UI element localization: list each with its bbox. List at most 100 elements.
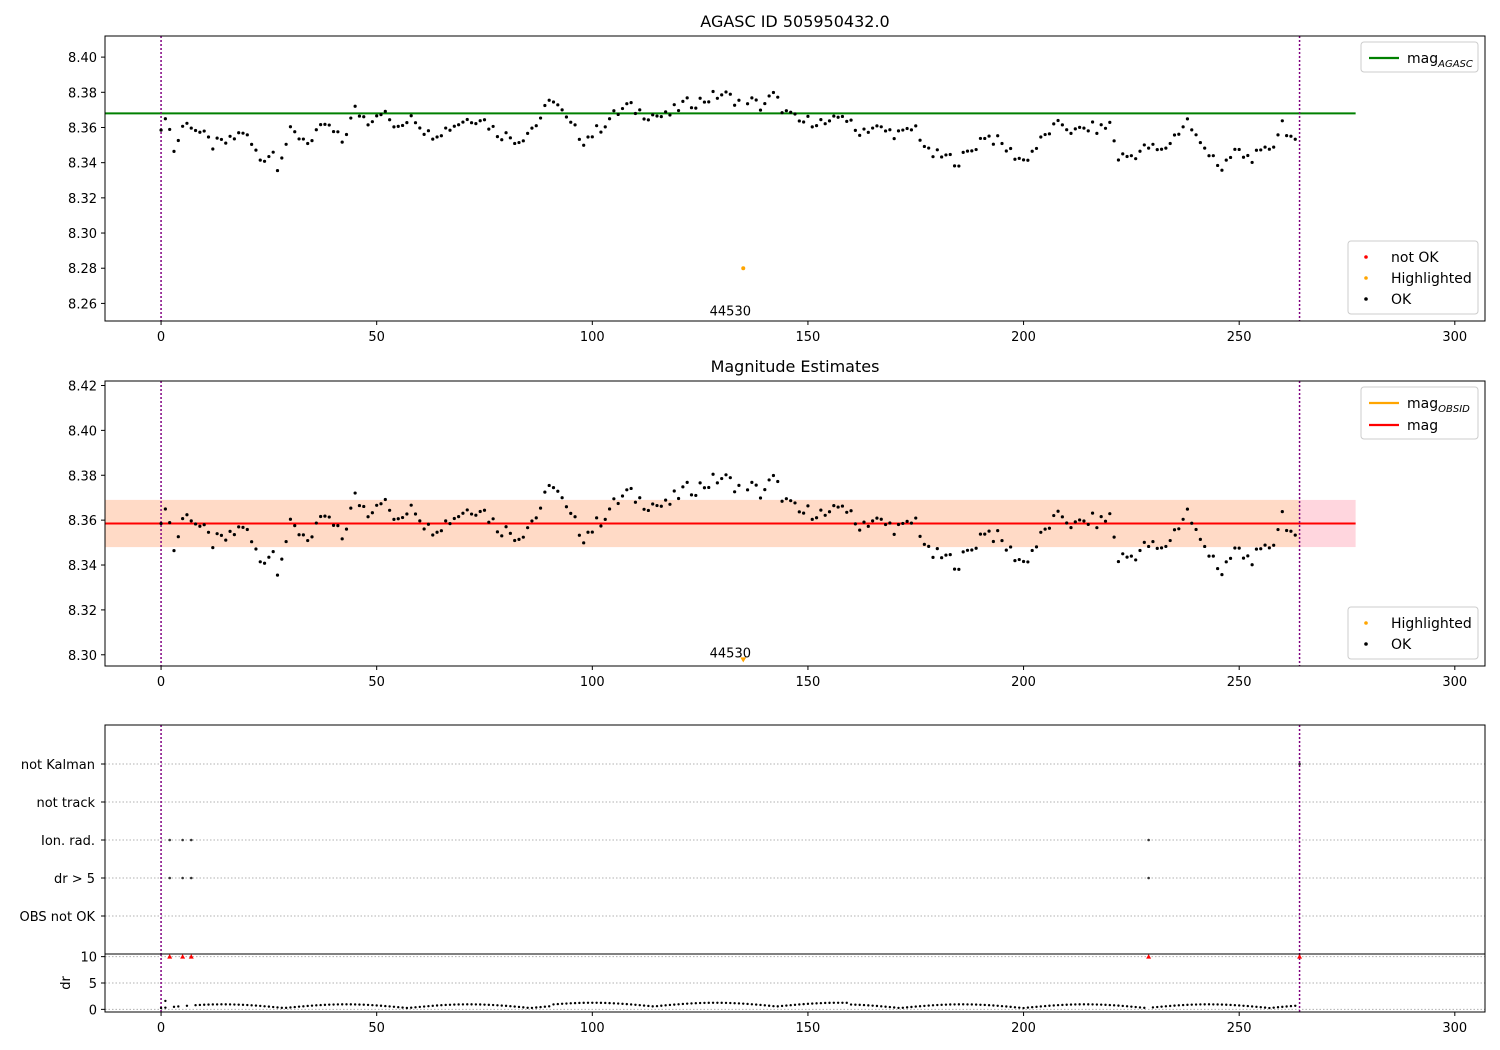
- dr-point: [1272, 1006, 1275, 1009]
- magnitude-point: [1060, 515, 1064, 519]
- agasc-point: [1095, 131, 1099, 136]
- magnitude-ytick-label: 8.40: [68, 424, 97, 439]
- magnitude-points-legend-label: OK: [1391, 637, 1412, 653]
- magnitude-point: [659, 504, 663, 508]
- magnitude-point: [344, 527, 349, 531]
- agasc-point: [1078, 125, 1082, 129]
- dr-point: [819, 1001, 823, 1005]
- dr-point: [595, 1001, 598, 1004]
- agasc-point: [1004, 149, 1008, 153]
- agasc-point: [944, 153, 948, 157]
- magnitude-point: [250, 540, 254, 544]
- magnitude-point: [400, 515, 405, 520]
- agasc-xtick-label: 50: [368, 330, 385, 345]
- agasc-point: [888, 128, 892, 132]
- dr-point: [867, 1004, 870, 1007]
- dr-point: [543, 1005, 547, 1008]
- dr-point: [159, 1006, 163, 1010]
- magnitude-point: [1220, 573, 1224, 577]
- magnitude-point: [237, 525, 241, 529]
- agasc-point: [983, 136, 987, 141]
- agasc-point: [918, 138, 922, 142]
- dr-point: [1199, 1003, 1202, 1006]
- magnitude-point: [1237, 546, 1241, 550]
- agasc-point: [672, 103, 676, 107]
- dr-point: [517, 1005, 521, 1009]
- agasc-point: [1272, 145, 1276, 149]
- dr-point: [565, 1002, 568, 1005]
- magnitude-point: [564, 505, 569, 509]
- agasc-point: [819, 118, 823, 122]
- dr-point: [440, 1004, 443, 1007]
- dr-point: [660, 1004, 663, 1007]
- dr-point: [763, 1004, 767, 1007]
- dr-point: [828, 1001, 831, 1005]
- dr-point: [1061, 1003, 1064, 1007]
- dr-point: [944, 1003, 948, 1006]
- dr-point: [987, 1004, 991, 1007]
- magnitude-point: [1211, 554, 1215, 558]
- magnitude-point: [978, 532, 983, 536]
- agasc-point: [530, 126, 534, 130]
- agasc-point: [569, 120, 573, 124]
- dr-point: [500, 1004, 503, 1007]
- magnitude-point: [620, 494, 625, 498]
- magnitude-point: [1073, 520, 1077, 524]
- agasc-point: [418, 126, 422, 130]
- agasc-point: [642, 117, 646, 121]
- dr-point: [556, 1002, 560, 1006]
- agasc-point: [534, 124, 538, 128]
- agasc-point: [469, 121, 474, 125]
- magnitude-points-legend-label: Highlighted: [1391, 616, 1472, 632]
- magnitude-point: [694, 493, 698, 498]
- magnitude-point: [668, 502, 672, 506]
- dr-point: [638, 1003, 641, 1007]
- magnitude-point: [444, 519, 448, 523]
- magnitude-point: [517, 537, 521, 541]
- dr-point: [746, 1002, 749, 1006]
- agasc-point: [961, 150, 965, 154]
- agasc-point: [228, 134, 232, 138]
- dr-point: [884, 1005, 887, 1008]
- magnitude-point: [357, 503, 362, 508]
- magnitude-point: [168, 521, 172, 525]
- dr-point: [586, 1001, 590, 1004]
- dr-point: [1026, 1006, 1030, 1009]
- dr-point: [215, 1003, 219, 1006]
- agasc-point: [331, 129, 336, 134]
- magnitude-point: [189, 519, 193, 523]
- magnitude-point: [508, 531, 512, 535]
- agasc-point: [935, 148, 939, 152]
- magnitude-point: [1103, 519, 1108, 523]
- agasc-ytick-label: 8.32: [68, 192, 97, 207]
- agasc-point: [379, 113, 383, 117]
- dr-xtick-label: 50: [368, 1021, 385, 1036]
- dr-point: [259, 1004, 262, 1008]
- dr-point: [1255, 1005, 1258, 1009]
- agasc-point: [1017, 156, 1021, 160]
- magnitude-highlight-marker: [740, 657, 747, 663]
- agasc-point: [806, 114, 810, 118]
- magnitude-point: [875, 516, 879, 520]
- agasc-point: [267, 154, 271, 159]
- dr-point: [1078, 1003, 1081, 1006]
- agasc-line-legend-box: [1360, 41, 1479, 73]
- magnitude-point: [1052, 513, 1056, 518]
- magnitude-point: [487, 520, 491, 524]
- magnitude-point: [362, 504, 366, 509]
- agasc-point: [1034, 146, 1039, 151]
- agasc-point: [319, 123, 323, 127]
- dr-point: [1156, 1005, 1159, 1009]
- magnitude-point: [918, 534, 922, 538]
- agasc-point: [573, 123, 577, 127]
- magnitude-point: [1026, 560, 1030, 564]
- magnitude-point: [905, 519, 909, 524]
- dr-point: [513, 1005, 516, 1008]
- agasc-point: [1237, 147, 1241, 152]
- magnitude-point: [1047, 526, 1052, 530]
- agasc-point: [1030, 149, 1034, 153]
- magnitude-point: [664, 498, 668, 502]
- dr-point: [246, 1003, 249, 1007]
- magnitude-point: [1039, 530, 1043, 534]
